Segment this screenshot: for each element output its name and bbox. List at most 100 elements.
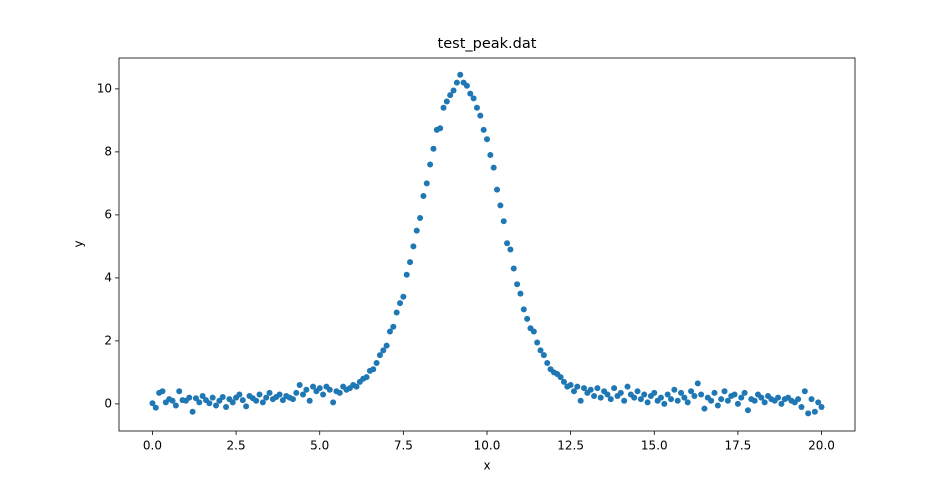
point [407,259,414,266]
y-tick-label: 10 [97,81,112,95]
point [386,328,393,335]
point [815,399,822,406]
point [530,328,537,335]
point [303,386,310,393]
x-tick-label: 20.0 [808,439,835,453]
y-axis-label: y [72,240,86,247]
point [310,383,317,390]
point [738,394,745,401]
point [634,388,641,395]
point [801,388,808,395]
point [239,397,246,404]
point [199,393,206,400]
point [450,87,457,94]
point [818,404,825,411]
point [320,391,327,398]
point [229,399,236,406]
point [617,389,624,396]
y-tick-label: 0 [104,396,112,410]
point [507,246,514,253]
point [490,164,497,171]
point [306,397,313,404]
point [724,397,731,404]
point [621,397,628,404]
point [213,402,220,409]
point [721,388,728,395]
point [657,394,664,401]
point [517,290,524,297]
point [701,405,708,412]
point [718,396,725,403]
point [253,397,260,404]
point [189,408,196,415]
point [296,382,303,389]
point [263,394,270,401]
point [376,352,383,359]
point [400,293,407,300]
point [567,382,574,389]
point [363,374,370,381]
point [430,145,437,152]
point [316,385,323,392]
point [795,396,802,403]
x-tick-label: 0.0 [143,439,162,453]
point [684,399,691,406]
point [504,240,511,247]
point [440,104,447,111]
y-tick-label: 8 [104,144,112,158]
point [631,394,638,401]
point [688,388,695,395]
point [457,71,464,78]
point [494,186,501,193]
point [731,391,738,398]
point [537,347,544,354]
point [637,396,644,403]
point [293,389,300,396]
point [734,400,741,407]
point [206,400,213,407]
point [259,399,266,406]
point [668,396,674,403]
x-tick-label: 5.0 [310,439,329,453]
x-tick-label: 2.5 [227,439,246,453]
point [557,374,564,381]
chart-title: test_peak.dat [438,36,537,52]
point [463,82,470,89]
point [808,396,815,403]
point [641,391,648,398]
point [591,393,598,400]
point [276,391,283,398]
point [353,383,360,390]
point [560,378,567,385]
point [570,388,577,395]
point [581,385,588,392]
point [152,404,159,411]
point [453,79,460,86]
point [380,347,387,354]
point [467,90,474,97]
point [480,126,487,133]
point [534,339,541,346]
point [159,388,166,395]
point [443,98,450,105]
point [223,404,230,411]
point [711,389,718,396]
point [607,396,614,403]
x-axis-label: x [483,459,490,473]
point [544,359,551,366]
point [611,385,618,392]
point [403,271,410,278]
point [447,92,454,99]
point [390,323,397,330]
point [289,396,296,403]
point [674,397,681,404]
point [169,397,176,404]
point [587,386,594,393]
point [681,394,688,401]
point [470,95,477,102]
point [514,281,521,288]
point [540,352,547,359]
plot-frame [118,57,856,432]
